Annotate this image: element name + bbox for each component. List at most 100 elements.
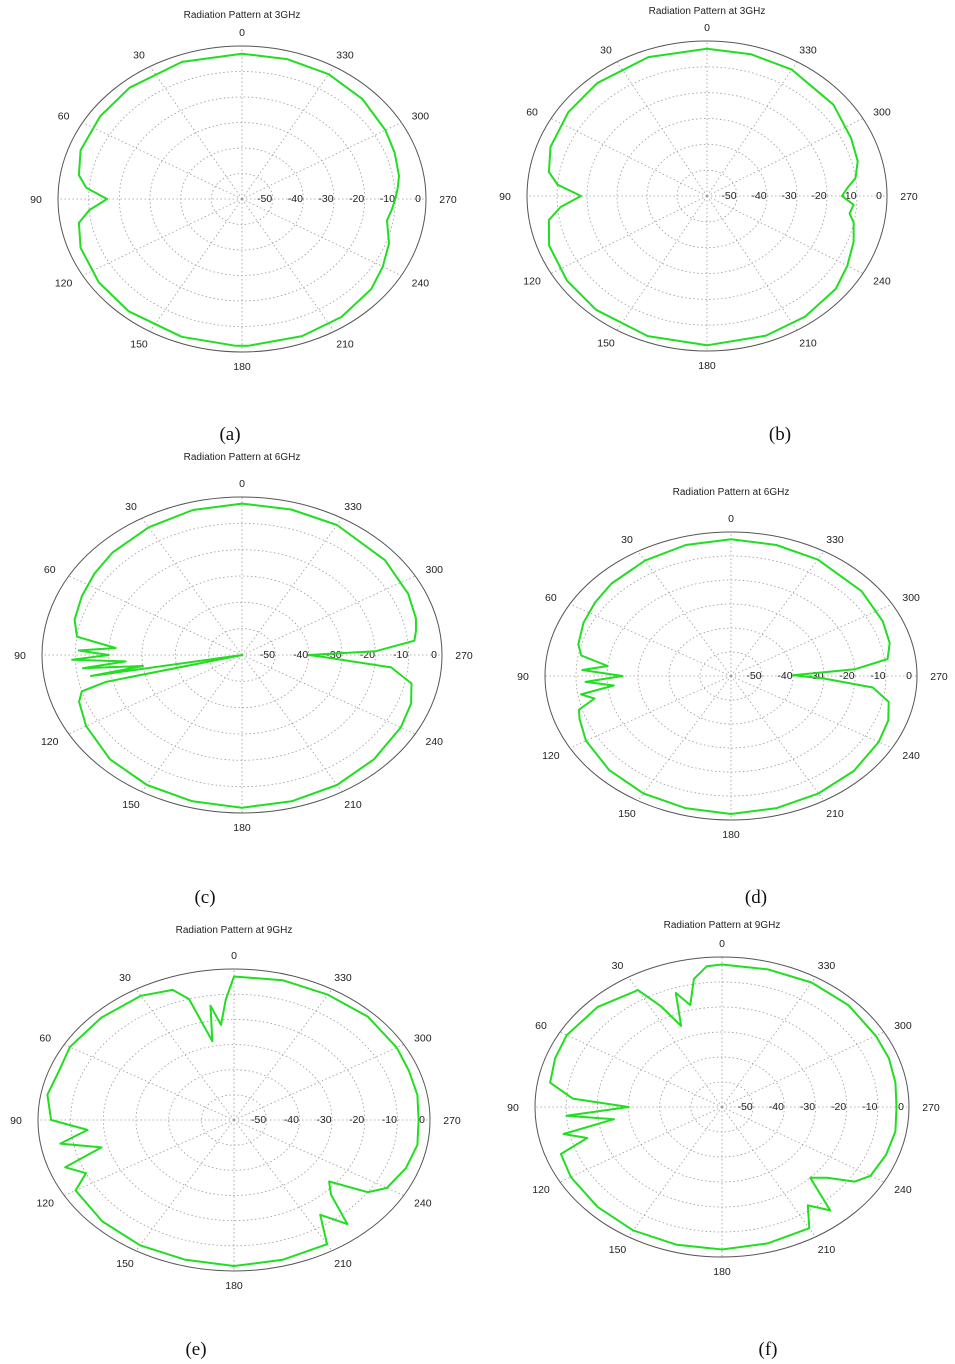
angle-tick-label: 0 — [239, 478, 245, 490]
radial-tick-label: -30 — [316, 1114, 331, 1126]
radial-tick-label: -30 — [781, 190, 796, 202]
radial-tick-label: 0 — [431, 649, 437, 661]
angle-tick-label: 180 — [698, 360, 716, 372]
radial-tick-label: -10 — [393, 649, 408, 661]
angle-tick-label: 90 — [499, 191, 511, 203]
angle-tick-label: 150 — [597, 337, 615, 349]
angle-tick-label: 90 — [507, 1102, 519, 1114]
angle-tick-label: 330 — [344, 501, 362, 513]
angle-tick-label: 180 — [713, 1266, 731, 1278]
grid-spoke — [82, 122, 243, 200]
angle-tick-label: 330 — [818, 960, 836, 972]
angle-tick-label: 120 — [542, 750, 560, 762]
panel-caption: (a) — [219, 424, 240, 445]
angle-tick-label: 270 — [439, 194, 457, 206]
pattern-trace-series-0 — [77, 52, 400, 347]
pattern-trace-series-0 — [71, 502, 417, 809]
chart-title: Radiation Pattern at 3GHz — [649, 6, 766, 17]
outer-ring — [544, 531, 918, 821]
radial-tick-label: -20 — [349, 1114, 364, 1126]
polar-chart-d: Radiation Pattern at 6GHz 0 30 60 90 120 150 18… — [517, 487, 948, 908]
grid-spoke — [721, 1106, 816, 1238]
grid-spoke — [550, 195, 708, 274]
grid-spoke — [233, 1119, 333, 1252]
panel-caption: (e) — [185, 1339, 206, 1360]
angle-tick-label: 60 — [44, 564, 56, 576]
angle-tick-label: 330 — [336, 49, 354, 61]
grid-spoke — [706, 195, 864, 274]
angle-tick-label: 150 — [618, 808, 636, 820]
chart-title: Radiation Pattern at 9GHz — [176, 925, 293, 936]
angle-tick-label: 300 — [894, 1020, 912, 1032]
angle-tick-label: 30 — [612, 960, 624, 972]
grid-ring — [118, 96, 366, 302]
angle-tick-label: 120 — [41, 736, 59, 748]
radial-tick-label: -10 — [380, 193, 395, 205]
angle-tick-label: 30 — [125, 501, 137, 513]
angle-tick-label: 150 — [122, 799, 140, 811]
grid-ring — [74, 522, 410, 788]
angle-tick-label: 240 — [425, 736, 443, 748]
angle-tick-label: 30 — [600, 45, 612, 57]
grid-spoke — [233, 1044, 404, 1121]
radial-tick-label: -40 — [284, 1114, 299, 1126]
angle-tick-label: 330 — [334, 972, 352, 984]
polar-chart-b: Radiation Pattern at 3GHz 0 30 60 90 120 150 18… — [499, 6, 918, 445]
grid-spoke — [628, 976, 723, 1108]
angle-tick-label: 90 — [517, 671, 529, 683]
chart-title: Radiation Pattern at 6GHz — [184, 452, 301, 463]
grid-spoke — [241, 517, 343, 656]
radial-tick-label: 0 — [415, 193, 421, 205]
panel-caption: (b) — [769, 424, 791, 445]
radial-tick-label: 0 — [419, 1114, 425, 1126]
grid-spoke — [569, 603, 732, 677]
grid-spoke — [628, 1106, 723, 1238]
grid-spoke — [637, 551, 732, 677]
grid-spoke — [730, 603, 893, 677]
grid-spoke — [730, 675, 825, 801]
grid-spoke — [241, 654, 343, 793]
angle-tick-label: 270 — [922, 1102, 940, 1114]
panel-caption: (f) — [759, 1339, 778, 1360]
radial-tick-label: -30 — [800, 1101, 815, 1113]
radial-tick-label: -40 — [751, 190, 766, 202]
radial-tick-label: -10 — [870, 670, 885, 682]
grid-spoke — [569, 675, 732, 749]
angle-tick-label: 90 — [10, 1115, 22, 1127]
polar-chart-c: Radiation Pattern at 6GHz 0 30 60 90 120 150 18… — [14, 452, 473, 908]
angle-tick-label: 60 — [39, 1033, 51, 1045]
angle-tick-label: 30 — [621, 534, 633, 546]
grid-ring — [659, 1056, 785, 1158]
radial-tick-label: -20 — [349, 193, 364, 205]
angle-tick-label: 300 — [425, 564, 443, 576]
angle-tick-label: 30 — [119, 972, 131, 984]
angle-tick-label: 180 — [233, 822, 251, 834]
grid-spoke — [559, 1106, 723, 1183]
pattern-trace-series-0 — [549, 963, 898, 1251]
radial-tick-label: 0 — [898, 1101, 904, 1113]
grid-spoke — [550, 118, 708, 197]
angle-tick-label: 150 — [116, 1258, 134, 1270]
grid-spoke — [706, 118, 864, 197]
grid-spoke — [64, 1119, 235, 1196]
angle-tick-label: 240 — [414, 1198, 432, 1210]
angle-tick-label: 180 — [225, 1280, 243, 1292]
angle-tick-label: 240 — [902, 750, 920, 762]
polar-chart-f: Radiation Pattern at 9GHz 0 30 60 90 120 150 18… — [507, 920, 940, 1360]
radial-tick-label: -40 — [293, 649, 308, 661]
radial-tick-label: -20 — [811, 190, 826, 202]
grid-spoke — [135, 1119, 235, 1252]
angle-tick-label: 210 — [799, 337, 817, 349]
angle-tick-label: 270 — [455, 650, 473, 662]
grid-spoke — [241, 66, 335, 200]
radial-tick-label: -30 — [318, 193, 333, 205]
angle-tick-label: 60 — [58, 111, 70, 123]
angle-tick-label: 270 — [443, 1115, 461, 1127]
radial-tick-label: -50 — [738, 1101, 753, 1113]
grid-spoke — [82, 198, 243, 276]
angle-tick-label: 120 — [36, 1198, 54, 1210]
grid-spoke — [149, 198, 243, 332]
grid-spoke — [241, 122, 402, 200]
grid-spoke — [616, 61, 708, 197]
